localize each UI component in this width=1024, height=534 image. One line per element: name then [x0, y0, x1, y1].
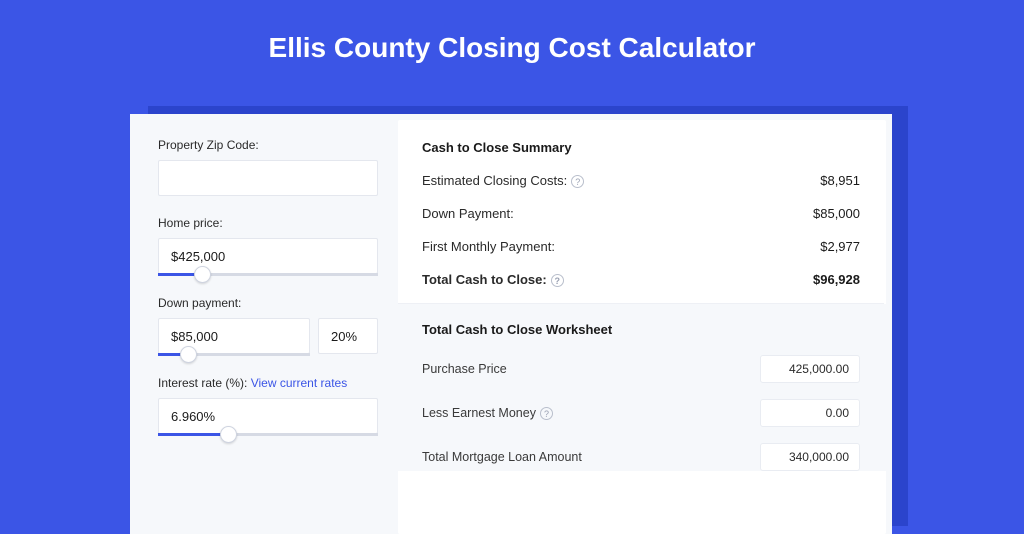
summary-row-label: Total Cash to Close:?: [422, 272, 564, 287]
worksheet-row-label: Less Earnest Money?: [422, 406, 553, 420]
worksheet-row: Total Mortgage Loan Amount: [422, 443, 860, 471]
home-price-field-group: Home price:: [158, 216, 378, 276]
home-price-label: Home price:: [158, 216, 378, 230]
down-payment-pct-input[interactable]: [318, 318, 378, 354]
summary-row: Total Cash to Close:? $96,928: [422, 272, 860, 287]
home-price-input[interactable]: [158, 238, 378, 274]
summary-row: Estimated Closing Costs:? $8,951: [422, 173, 860, 188]
worksheet-value-input[interactable]: [760, 355, 860, 383]
worksheet-row: Purchase Price: [422, 355, 860, 383]
summary-row-value: $8,951: [820, 173, 860, 188]
interest-slider-fill: [158, 433, 228, 436]
down-payment-slider-thumb[interactable]: [180, 346, 197, 363]
summary-title: Cash to Close Summary: [422, 140, 860, 155]
worksheet-value-input[interactable]: [760, 443, 860, 471]
interest-field-group: Interest rate (%): View current rates: [158, 376, 378, 436]
down-payment-field-group: Down payment:: [158, 296, 378, 356]
interest-slider[interactable]: [158, 433, 378, 436]
worksheet-rows: Purchase Price Less Earnest Money? Total M…: [422, 355, 860, 471]
down-payment-slider[interactable]: [158, 353, 310, 356]
summary-row-value: $2,977: [820, 239, 860, 254]
view-rates-link[interactable]: View current rates: [251, 376, 348, 390]
home-price-slider-thumb[interactable]: [194, 266, 211, 283]
zip-label: Property Zip Code:: [158, 138, 378, 152]
interest-input[interactable]: [158, 398, 378, 434]
worksheet-row-label: Total Mortgage Loan Amount: [422, 450, 582, 464]
summary-column: Cash to Close Summary Estimated Closing …: [398, 120, 886, 534]
worksheet-value-input[interactable]: [760, 399, 860, 427]
inputs-column: Property Zip Code: Home price: Down paym…: [130, 114, 398, 534]
summary-row-label: Down Payment:: [422, 206, 514, 221]
worksheet-row: Less Earnest Money?: [422, 399, 860, 427]
interest-label-text: Interest rate (%):: [158, 376, 247, 390]
interest-label: Interest rate (%): View current rates: [158, 376, 378, 390]
help-icon[interactable]: ?: [571, 175, 584, 188]
summary-row-label: First Monthly Payment:: [422, 239, 555, 254]
help-icon[interactable]: ?: [551, 274, 564, 287]
interest-slider-thumb[interactable]: [220, 426, 237, 443]
summary-row: First Monthly Payment: $2,977: [422, 239, 860, 254]
summary-row-value: $96,928: [813, 272, 860, 287]
summary-row-label: Estimated Closing Costs:?: [422, 173, 584, 188]
summary-rows: Estimated Closing Costs:? $8,951 Down Paym…: [422, 173, 860, 287]
worksheet-row-label: Purchase Price: [422, 362, 507, 376]
down-payment-label: Down payment:: [158, 296, 378, 310]
help-icon[interactable]: ?: [540, 407, 553, 420]
summary-row: Down Payment: $85,000: [422, 206, 860, 221]
worksheet-title: Total Cash to Close Worksheet: [422, 322, 860, 337]
calculator-card: Property Zip Code: Home price: Down paym…: [130, 114, 892, 534]
home-price-slider[interactable]: [158, 273, 378, 276]
zip-input[interactable]: [158, 160, 378, 196]
summary-row-value: $85,000: [813, 206, 860, 221]
page-title: Ellis County Closing Cost Calculator: [0, 0, 1024, 92]
worksheet-section: Total Cash to Close Worksheet Purchase P…: [398, 304, 886, 471]
zip-field-group: Property Zip Code:: [158, 138, 378, 196]
